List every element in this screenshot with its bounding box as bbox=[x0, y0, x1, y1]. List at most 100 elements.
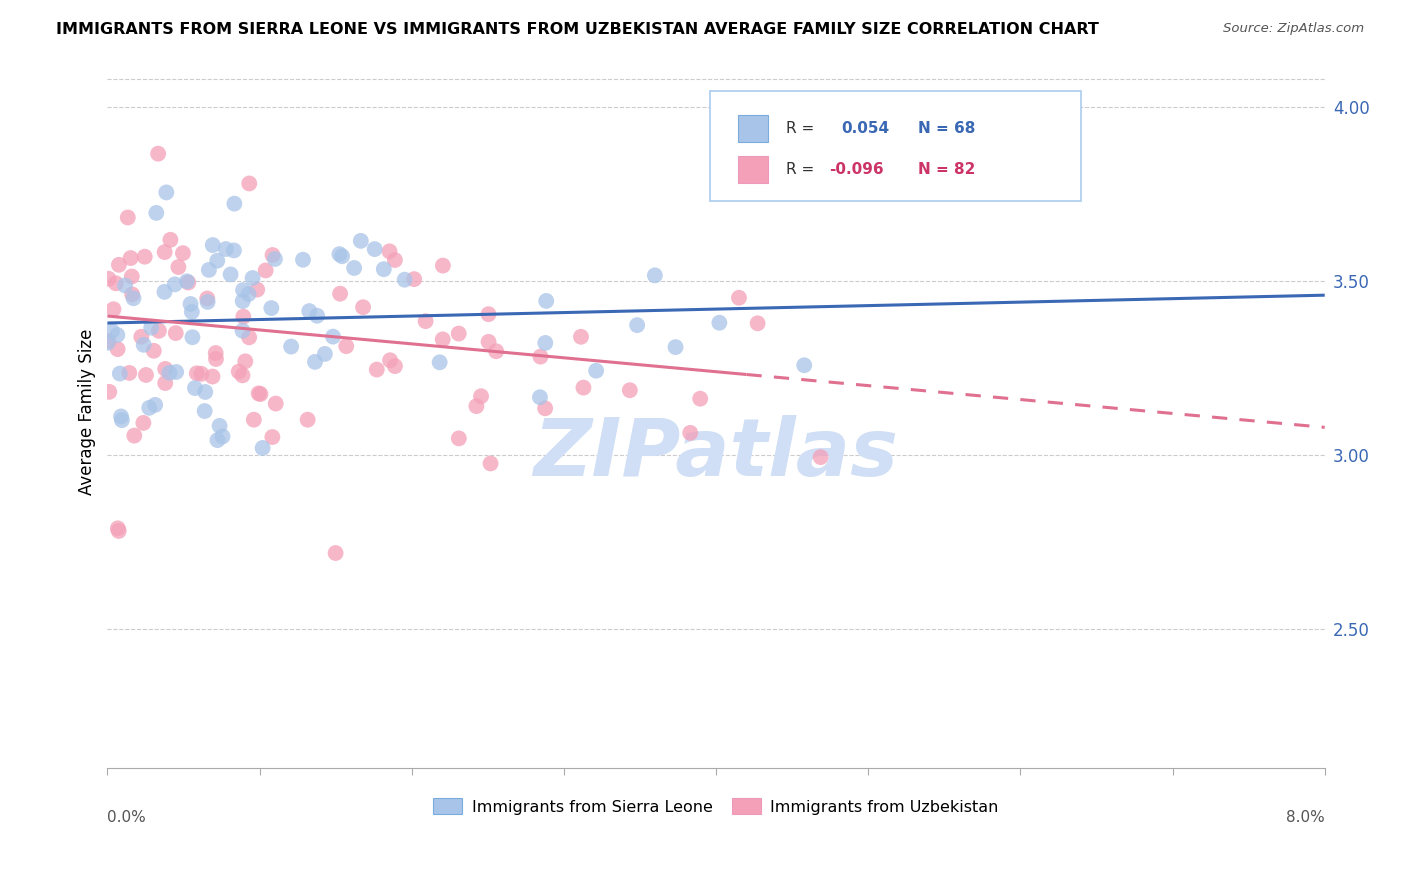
Point bbox=[208, 418, 231, 433]
Point bbox=[810, 450, 832, 464]
Text: 0.0%: 0.0% bbox=[107, 810, 146, 825]
Point bbox=[534, 401, 557, 416]
Point bbox=[190, 367, 212, 381]
Point bbox=[314, 347, 336, 361]
Point bbox=[664, 340, 686, 354]
Point bbox=[384, 359, 406, 373]
Point bbox=[124, 428, 146, 442]
Point bbox=[194, 404, 217, 418]
Point bbox=[252, 441, 274, 455]
Point bbox=[569, 330, 592, 344]
Text: N = 82: N = 82 bbox=[918, 161, 976, 177]
Point bbox=[135, 368, 157, 382]
Point bbox=[107, 524, 129, 538]
Point bbox=[343, 260, 366, 275]
Point bbox=[132, 338, 155, 352]
Point bbox=[232, 283, 254, 297]
Point bbox=[120, 251, 142, 265]
Point bbox=[322, 329, 344, 343]
Point bbox=[238, 177, 260, 191]
Text: R =: R = bbox=[786, 161, 820, 177]
Text: N = 68: N = 68 bbox=[918, 121, 976, 136]
Point bbox=[165, 326, 187, 340]
Point bbox=[477, 334, 499, 349]
Point bbox=[110, 409, 132, 424]
Point bbox=[228, 365, 250, 379]
Point bbox=[247, 386, 270, 401]
Point bbox=[232, 310, 254, 324]
Point bbox=[97, 272, 120, 286]
Point bbox=[146, 146, 169, 161]
Point bbox=[728, 291, 751, 305]
Point bbox=[224, 196, 246, 211]
Point bbox=[238, 330, 260, 344]
Point bbox=[145, 206, 167, 220]
Point bbox=[197, 294, 219, 309]
Point bbox=[143, 398, 166, 412]
Point bbox=[111, 413, 134, 427]
Point bbox=[329, 286, 352, 301]
Text: 0.054: 0.054 bbox=[841, 121, 889, 136]
Point bbox=[148, 324, 170, 338]
Point bbox=[350, 234, 373, 248]
Point bbox=[177, 276, 200, 290]
Legend: Immigrants from Sierra Leone, Immigrants from Uzbekistan: Immigrants from Sierra Leone, Immigrants… bbox=[427, 791, 1005, 821]
Text: R =: R = bbox=[786, 121, 820, 136]
FancyBboxPatch shape bbox=[710, 91, 1081, 202]
Point bbox=[122, 291, 145, 305]
Point bbox=[142, 343, 165, 358]
Point bbox=[108, 367, 131, 381]
Point bbox=[242, 271, 264, 285]
Point bbox=[352, 300, 374, 314]
Point bbox=[231, 368, 253, 383]
Point bbox=[181, 330, 204, 344]
Point bbox=[243, 413, 266, 427]
Point bbox=[378, 244, 401, 259]
Point bbox=[709, 316, 731, 330]
Point bbox=[415, 314, 437, 328]
Point bbox=[107, 342, 129, 356]
Point bbox=[195, 292, 218, 306]
Point bbox=[429, 355, 451, 369]
Text: Source: ZipAtlas.com: Source: ZipAtlas.com bbox=[1223, 22, 1364, 36]
Point bbox=[204, 346, 226, 360]
Point bbox=[447, 431, 470, 445]
Point bbox=[679, 425, 702, 440]
Point bbox=[121, 269, 143, 284]
Point bbox=[159, 366, 181, 380]
Point bbox=[479, 457, 502, 471]
Point bbox=[211, 429, 233, 443]
Point bbox=[215, 242, 238, 256]
Point bbox=[184, 381, 207, 395]
Text: ZIPatlas: ZIPatlas bbox=[533, 416, 898, 493]
Point bbox=[114, 278, 136, 293]
Point bbox=[155, 376, 177, 390]
Point bbox=[404, 272, 426, 286]
Point bbox=[330, 249, 353, 263]
Point bbox=[97, 334, 120, 348]
Point bbox=[619, 383, 641, 397]
Point bbox=[233, 354, 256, 368]
Point bbox=[138, 401, 160, 415]
Point bbox=[103, 302, 125, 317]
Point bbox=[107, 521, 129, 535]
Point bbox=[163, 277, 186, 292]
Point bbox=[205, 351, 228, 366]
Point bbox=[153, 285, 176, 299]
Point bbox=[307, 309, 329, 323]
Point bbox=[194, 384, 217, 399]
Point bbox=[280, 340, 302, 354]
Point bbox=[291, 252, 314, 267]
Point bbox=[297, 413, 319, 427]
Point bbox=[105, 328, 128, 343]
Point bbox=[153, 245, 176, 260]
Point bbox=[264, 396, 287, 410]
Point bbox=[644, 268, 666, 283]
Point bbox=[159, 233, 181, 247]
Point bbox=[254, 263, 277, 277]
Text: -0.096: -0.096 bbox=[830, 161, 883, 177]
Point bbox=[335, 339, 357, 353]
Point bbox=[131, 330, 153, 344]
Point bbox=[536, 293, 558, 308]
Point bbox=[232, 294, 254, 309]
